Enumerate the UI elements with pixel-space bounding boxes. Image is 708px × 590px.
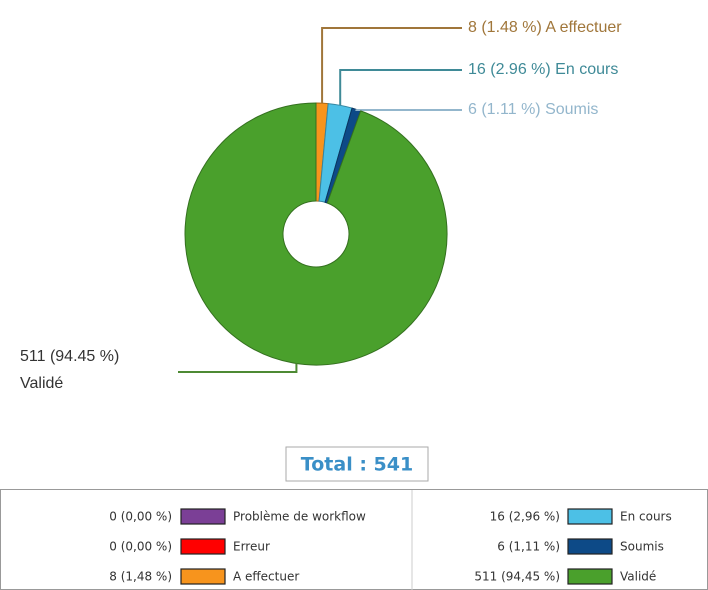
callout-name: A effectuer — [545, 19, 622, 36]
legend-name: Erreur — [233, 540, 270, 554]
legend-swatch — [567, 508, 613, 525]
legend-swatch — [567, 538, 613, 555]
callout-value: 8 (1.48 %) — [468, 19, 542, 36]
callout-value: 6 (1.11 %) — [468, 101, 541, 118]
callout-name: En cours — [555, 61, 618, 78]
legend-swatch — [180, 538, 226, 555]
slice — [184, 102, 448, 366]
legend-name: En cours — [620, 510, 672, 524]
legend-swatch — [180, 508, 226, 525]
callout-label: 6 (1.11 %) Soumis — [468, 101, 598, 118]
callout-value: 16 (2.96 %) — [468, 61, 551, 78]
callout-name: Soumis — [545, 101, 598, 118]
callout-label: 16 (2.96 %) En cours — [468, 61, 618, 78]
callout-line — [339, 69, 462, 106]
legend-name: Problème de workflow — [233, 510, 366, 524]
legend-name: A effectuer — [233, 570, 299, 584]
legend-value: 8 (1,48 %) — [109, 570, 172, 584]
callout-label: 8 (1.48 %) A effectuer — [468, 19, 622, 36]
total-box — [285, 446, 429, 482]
legend-name: Soumis — [620, 540, 664, 554]
chart-title: Total : 541 — [301, 454, 413, 476]
callout-value: 511 (94.45 %) — [20, 348, 119, 365]
legend-value: 511 (94,45 %) — [474, 570, 560, 584]
callout-line — [355, 109, 462, 111]
legend-swatch — [567, 568, 613, 585]
legend-swatch — [180, 568, 226, 585]
callout-line — [178, 363, 298, 373]
legend-value: 0 (0,00 %) — [109, 540, 172, 554]
legend-name: Validé — [620, 570, 656, 584]
legend-value: 16 (2,96 %) — [490, 510, 560, 524]
callout-line — [321, 27, 462, 104]
callout-name: Validé — [20, 375, 63, 392]
legend-value: 6 (1,11 %) — [497, 540, 560, 554]
legend-value: 0 (0,00 %) — [109, 510, 172, 524]
